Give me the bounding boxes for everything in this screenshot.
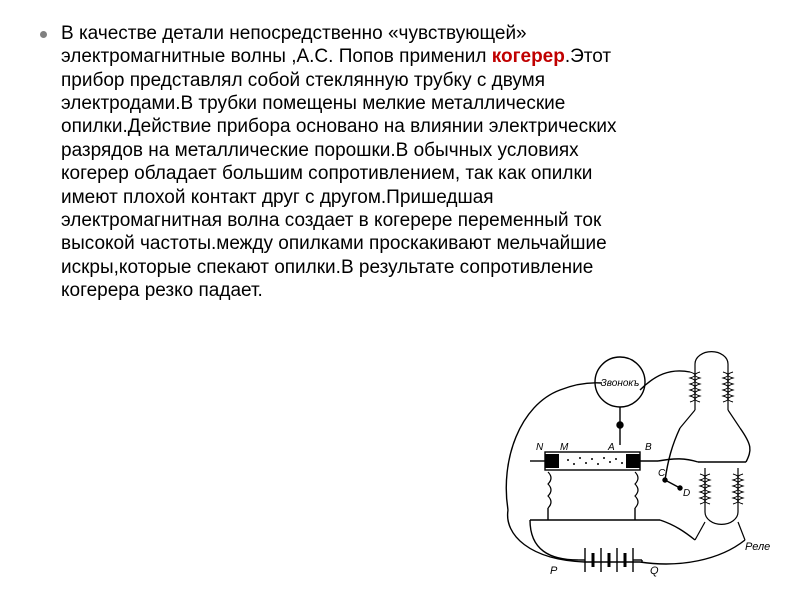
battery	[578, 548, 642, 572]
electromagnet-top	[680, 352, 740, 428]
body-text: В качестве детали непосредственно «чувст…	[61, 22, 641, 302]
label-P: P	[550, 565, 558, 577]
bell-label: Звонокъ	[601, 378, 640, 389]
bullet-dot	[40, 31, 47, 38]
wire-bell-to-em	[640, 371, 690, 390]
label-B: B	[645, 442, 652, 453]
wire-bottom-left	[508, 510, 640, 562]
label-Q: Q	[650, 565, 659, 577]
diagram-svg: Звонокъ	[490, 350, 770, 580]
bell-hammer	[617, 407, 623, 445]
wire-rail-to-relay	[660, 520, 695, 540]
coherer-tube	[530, 452, 658, 470]
keyword-coherer: когерер	[492, 46, 565, 67]
wire-to-relay	[658, 459, 698, 462]
label-D: D	[683, 488, 690, 499]
wire-em-to-contact	[665, 428, 680, 480]
paragraph-part2: .Этот прибор представлял собой стеклянну…	[61, 46, 617, 301]
paragraph-part1: В качестве детали непосредственно «чувст…	[61, 23, 527, 67]
wire-batt-left	[530, 520, 578, 560]
label-rele: Реле	[745, 541, 770, 553]
label-N: N	[536, 442, 544, 453]
relay-electromagnet	[695, 462, 746, 540]
label-M: M	[560, 442, 569, 453]
slide: В качестве детали непосредственно «чувст…	[0, 0, 800, 600]
contacts	[663, 478, 682, 490]
popov-receiver-diagram: Звонокъ	[490, 350, 770, 580]
wire-em-to-relay	[740, 428, 750, 462]
choke-right	[635, 472, 638, 508]
choke-left	[548, 472, 551, 508]
label-A: A	[607, 442, 615, 453]
wire-left-arc	[506, 383, 602, 510]
bullet-row: В качестве детали непосредственно «чувст…	[40, 22, 760, 302]
wire-bottom-right	[640, 540, 745, 564]
